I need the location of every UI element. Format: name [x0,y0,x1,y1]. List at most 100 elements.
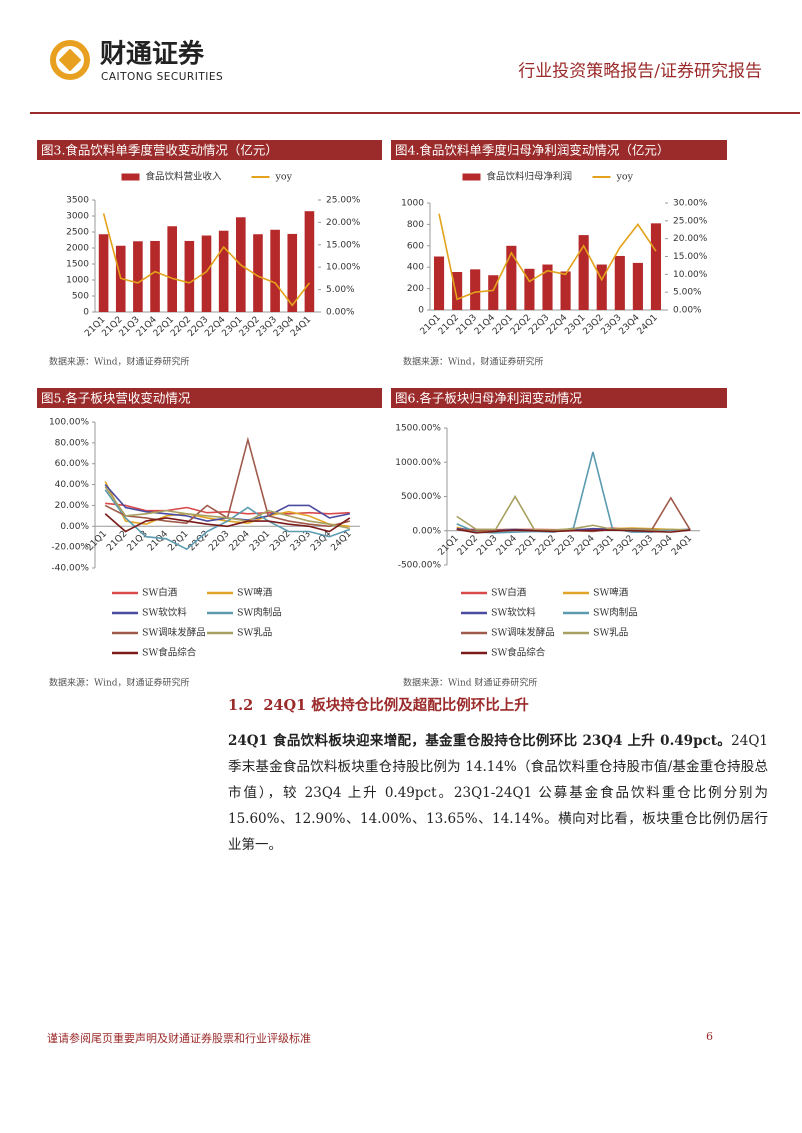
chart: 图3.食品饮料单季度营收变动情况（亿元） 数据来源：Wind，财通证券研究所 0 50… [37,140,382,368]
legend-label: SW食品综合 [491,647,546,659]
y-tick-label: 400 [407,263,424,273]
x-tick-label: 23Q2 [612,534,636,558]
x-tick-label: 23Q3 [631,534,655,558]
y-tick-label: 0.00% [412,526,441,536]
bar [560,271,571,310]
y-tick-label: 0 [418,306,424,316]
y2-tick-label: 0.00% [326,308,355,318]
y2-tick-label: 15.00% [326,240,361,250]
legend-label: SW调味发酵品 [491,627,555,639]
bar [524,268,535,310]
y-tick-label: 100.00% [49,418,89,428]
line-series [438,213,657,301]
chart-title: 图3.食品饮料单季度营收变动情况（亿元） [41,143,278,158]
chart-title: 图4.食品饮料单季度归母净利润变动情况（亿元） [395,143,669,158]
bar [632,262,643,310]
x-tick-label: 24Q1 [670,534,694,558]
title-box [37,388,382,408]
legend-label: SW白酒 [491,587,527,599]
x-tick-label: 22Q2 [187,529,211,553]
x-tick-label: 22Q1 [514,534,538,558]
legend-label: SW软饮料 [491,607,536,619]
x-tick-label: 24Q1 [636,313,660,337]
line-series [456,494,691,531]
legend-label: SW啤酒 [593,587,629,599]
legend-label: SW啤酒 [237,587,273,599]
x-tick-label: 23Q2 [268,529,292,553]
x-tick-label: 23Q3 [289,529,313,553]
y2-tick-label: 10.00% [326,263,361,273]
y-tick-label: 0 [83,308,89,318]
chart-title: 图6.各子板块归母净利润变动情况 [395,391,582,406]
bar [304,211,315,312]
chart-source: 数据来源：Wind，财通证券研究所 [49,356,190,368]
page-number: 6 [706,1030,713,1043]
chart-source: 数据来源：Wind 财通证券研究所 [403,677,537,689]
bar [433,256,445,310]
legend-label: SW调味发酵品 [142,627,206,639]
legend-label: SW肉制品 [593,607,638,619]
bar [98,234,109,312]
legend-label: 食品饮料归母净利润 [487,171,573,183]
y-tick-label: -500.00% [398,561,442,571]
line-series [104,481,350,528]
chart: 图4.食品饮料单季度归母净利润变动情况（亿元） 数据来源：Wind，财通证券研究所… [391,140,727,368]
title-box [391,388,727,408]
section-number: 1.2 [228,697,254,714]
legend-label: SW乳品 [593,627,628,639]
y2-tick-label: 10.00% [673,270,708,280]
section-title: 24Q1 板块持仓比例及超配比例环比上升 [263,697,529,714]
bar [184,240,195,312]
paragraph: 24Q1 食品饮料板块迎来增配，基金重仓股持仓比例环比 23Q4 上升 0.49… [228,728,768,858]
bar [488,275,499,310]
logo-icon [50,40,90,80]
y-tick-label: -20.00% [51,543,89,553]
line-series [102,213,311,307]
section-heading: 1.2 24Q1 板块持仓比例及超配比例环比上升 [228,694,529,715]
paragraph-lead: 24Q1 食品饮料板块迎来增配，基金重仓股持仓比例环比 23Q4 上升 0.49… [228,733,732,749]
y-tick-label: 2500 [66,228,89,238]
y-tick-label: 500.00% [401,492,441,502]
x-tick-label: 21Q2 [456,534,480,558]
bar [452,272,463,310]
chart-source: 数据来源：Wind，财通证券研究所 [49,677,190,689]
legend-label: yoy [275,172,293,183]
paragraph-text: 24Q1 季末基金食品饮料板块重仓持股比例为 14.14%（食品饮料重仓持股市值… [228,733,768,853]
bar [596,264,607,310]
y2-tick-label: 20.00% [673,234,708,244]
line-series [456,528,691,534]
bar [614,255,625,310]
y-tick-label: 600 [407,241,424,251]
x-tick-label: 22Q3 [553,534,577,558]
chart-source: 数据来源：Wind，财通证券研究所 [403,356,544,368]
title-box [391,140,727,160]
footer-disclaimer: 谨请参阅尾页重要声明及财通证券股票和行业评级标准 [47,1032,311,1045]
x-tick-label: 21Q3 [475,534,499,558]
y2-tick-label: 20.00% [326,218,361,228]
x-tick-label: 22Q2 [534,534,558,558]
y-tick-label: 1500.00% [395,424,441,434]
line-series [105,502,350,515]
y-tick-label: 1500 [66,260,89,270]
x-tick-label: 22Q4 [228,529,252,553]
logo-en: CAITONG SECURITIES [101,71,223,83]
x-tick-label: 21Q3 [126,529,150,553]
y-tick-label: -40.00% [51,564,89,574]
bar [650,223,662,310]
chart-title: 图5.各子板块营收变动情况 [41,391,191,406]
y-tick-label: 40.00% [55,480,90,490]
x-tick-label: 23Q4 [650,533,674,557]
y2-tick-label: 15.00% [673,252,708,262]
y-tick-label: 60.00% [55,459,90,469]
x-tick-label: 21Q4 [495,533,519,557]
legend-label: yoy [616,172,634,183]
line-series [104,489,351,551]
y-tick-label: 1000.00% [395,458,441,468]
x-tick-label: 21Q2 [105,529,129,553]
line-series [104,513,351,533]
y-tick-label: 800 [407,220,424,230]
bar [542,264,553,310]
